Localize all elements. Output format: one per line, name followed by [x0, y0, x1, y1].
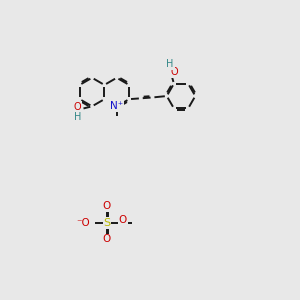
Text: O: O: [103, 234, 111, 244]
Text: S: S: [103, 218, 110, 228]
Text: N⁺: N⁺: [110, 101, 123, 111]
Text: H: H: [167, 59, 174, 69]
Text: O: O: [103, 201, 111, 212]
Text: O: O: [74, 102, 81, 112]
Text: O: O: [118, 215, 127, 225]
Text: ⁻O: ⁻O: [77, 218, 90, 228]
Text: O: O: [171, 67, 178, 77]
Text: H: H: [74, 112, 81, 122]
